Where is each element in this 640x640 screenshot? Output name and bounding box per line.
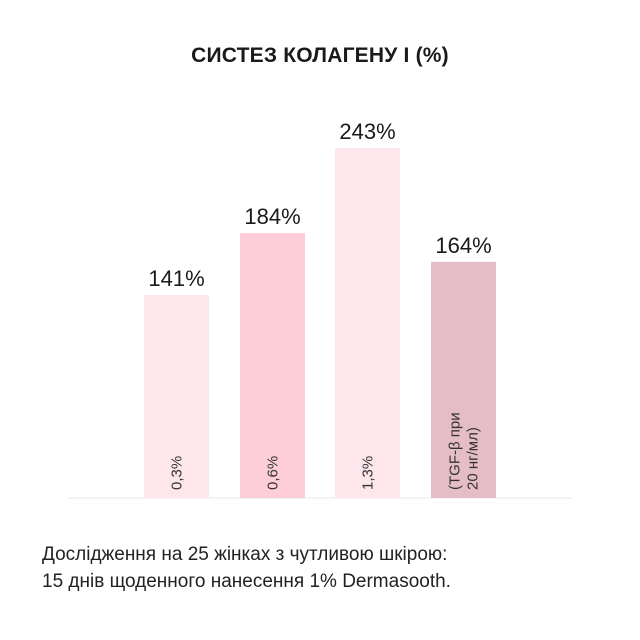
category-label-1: 0,3% [169, 456, 186, 490]
category-label-2: 0,6% [265, 456, 282, 490]
value-label-3: 243% [339, 119, 395, 144]
category-label-3: 1,3% [360, 456, 377, 490]
bar-4 [431, 261, 496, 498]
value-label-1: 141% [148, 266, 204, 291]
caption-line-1: Дослідження на 25 жінках з чутливою шкір… [42, 544, 448, 565]
value-label-2: 184% [244, 204, 300, 229]
bar-3 [335, 148, 400, 498]
study-caption: Дослідження на 25 жінках з чутливою шкір… [42, 541, 622, 595]
bars-group: 141% 0,3% 184% 0,6% 243% 1,3% 164% (TGF-β при20… [144, 119, 496, 499]
category-label-4: (TGF-β при20 нг/мл) [447, 412, 482, 490]
bar-1 [144, 294, 209, 498]
caption-line-2: 15 днів щоденного нанесення 1% Dermasoot… [42, 571, 451, 592]
value-label-4: 164% [435, 233, 491, 258]
chart-title: СИСТЕЗ КОЛАГЕНУ I (%) [191, 44, 449, 67]
bar-2 [240, 233, 305, 499]
